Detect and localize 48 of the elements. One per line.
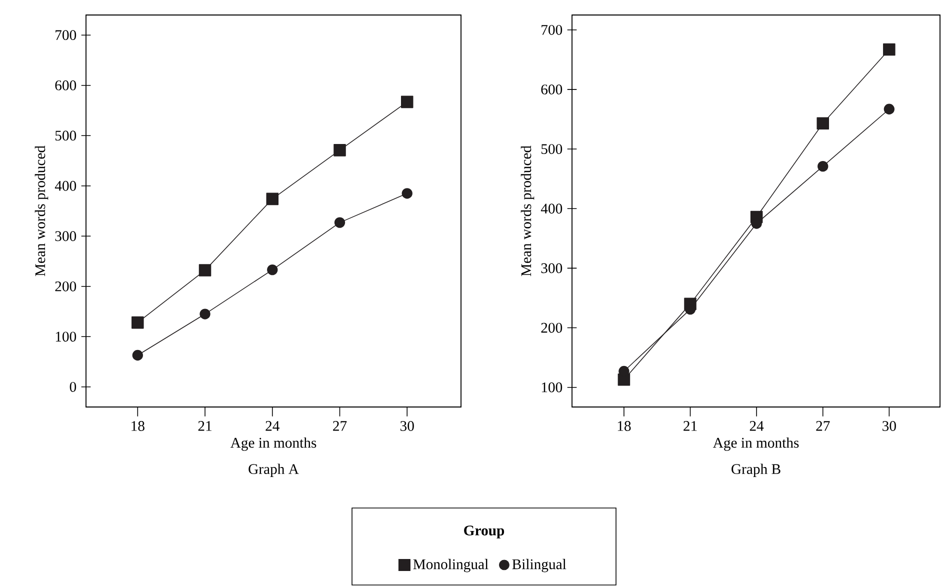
point: [198, 264, 212, 276]
y-axis-title: Mean words produced: [520, 146, 534, 276]
point: [132, 316, 144, 329]
point: [266, 192, 279, 206]
x-tick-label: 30: [882, 421, 896, 431]
y-tick-label: 700: [56, 30, 76, 40]
point: [816, 117, 830, 130]
point: [818, 160, 828, 172]
x-axis-title: Age in months: [230, 437, 316, 451]
y-tick-label: 400: [540, 204, 562, 214]
x-tick-label: 18: [132, 421, 144, 431]
y-tick-label: 100: [56, 332, 76, 342]
text: Graph A: [248, 464, 299, 478]
x-tick-label: 21: [198, 421, 212, 431]
x-tick-label: 27: [333, 421, 347, 431]
y-tick-label: 0: [70, 382, 76, 392]
x-tick-label: 30: [400, 421, 414, 431]
y-tick-label: 200: [541, 322, 562, 333]
y-tick-label: 600: [55, 80, 76, 90]
x-tick-label: 24: [266, 421, 280, 431]
y-tick-label: 400: [54, 180, 76, 191]
x-tick-label: 18: [618, 421, 631, 431]
point: [132, 350, 143, 361]
point: [883, 43, 896, 56]
point: [200, 308, 210, 320]
x-tick-label: 24: [750, 421, 764, 431]
y-tick-label: 300: [55, 231, 76, 242]
point: [400, 96, 414, 108]
point: [267, 264, 278, 276]
y-tick-label: 700: [542, 24, 562, 35]
x-tick-label: 27: [816, 421, 830, 431]
y-tick-label: 300: [541, 263, 562, 274]
y-tick-label: 200: [55, 281, 76, 292]
legend-title: Group: [464, 526, 504, 538]
x-axis-title: Age in months: [712, 437, 799, 451]
y-axis-title: Mean words produced: [34, 146, 48, 276]
legend-label: Bilingual: [512, 558, 566, 572]
y-tick-label: 100: [542, 382, 562, 392]
point: [334, 144, 346, 156]
point: [334, 217, 346, 228]
point: [884, 104, 895, 114]
text: Graph B: [732, 464, 780, 478]
x-tick-label: 21: [684, 421, 697, 431]
legend-label: Monolingual: [413, 558, 488, 572]
y-tick-label: 500: [541, 144, 562, 154]
point: [402, 188, 412, 199]
y-tick-label: 600: [541, 84, 562, 94]
y-tick-label: 500: [55, 130, 76, 141]
